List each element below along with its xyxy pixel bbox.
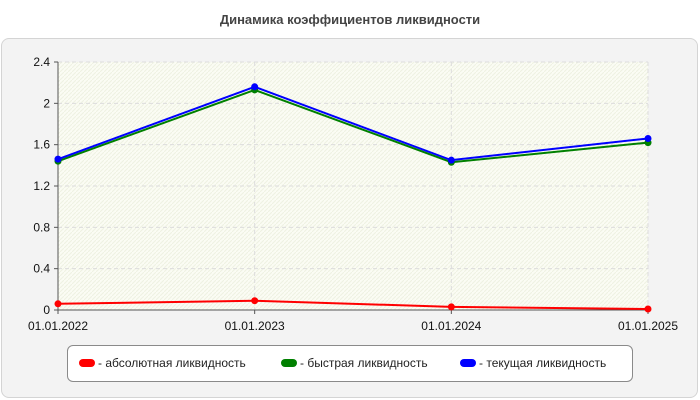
data-point <box>644 305 652 313</box>
axes <box>54 61 649 314</box>
legend-label-absolute: - абсолютная ликвидность <box>98 356 246 370</box>
data-point <box>447 303 455 311</box>
legend-label-current: - текущая ликвидность <box>479 356 607 370</box>
data-point <box>251 83 259 91</box>
x-tick-label: 01.01.2024 <box>421 319 481 333</box>
y-tick-label: 1.6 <box>33 138 50 152</box>
y-tick-label: 1.2 <box>33 179 50 193</box>
series-line-2 <box>57 85 649 162</box>
y-tick-label: 0 <box>43 303 50 317</box>
y-tick-label: 2.4 <box>33 55 50 69</box>
data-point <box>54 300 62 308</box>
x-tick-label: 01.01.2022 <box>28 319 88 333</box>
data-point <box>447 156 455 164</box>
y-tick-label: 0.4 <box>33 262 50 276</box>
legend-item-absolute: - абсолютная ликвидность <box>79 354 246 372</box>
y-tick-label: 0.8 <box>33 220 50 234</box>
x-tick-label: 01.01.2025 <box>618 319 678 333</box>
x-tick-labels: 01.01.2022 01.01.2023 01.01.2024 01.01.2025 <box>28 319 678 333</box>
series-lines <box>54 83 652 313</box>
legend-swatch-current <box>460 359 476 367</box>
legend-item-quick: - быстрая ликвидность <box>281 354 428 372</box>
legend: - абсолютная ликвидность - быстрая ликви… <box>67 345 633 382</box>
legend-swatch-absolute <box>79 359 95 367</box>
chart-title: Динамика коэффициентов ликвидности <box>219 12 481 27</box>
data-point <box>644 134 652 142</box>
y-tick-label: 2 <box>43 96 50 110</box>
x-tick-label: 01.01.2023 <box>225 319 285 333</box>
legend-swatch-quick <box>281 359 297 367</box>
series-line-0 <box>57 299 649 310</box>
grid-lines <box>58 61 649 310</box>
legend-item-current: - текущая ликвидность <box>460 354 606 372</box>
data-point <box>251 297 259 305</box>
series-line-1 <box>57 88 649 164</box>
legend-label-quick: - быстрая ликвидность <box>300 356 428 370</box>
y-tick-labels: 0 0.4 0.8 1.2 1.6 2 2.4 <box>33 55 50 317</box>
data-point <box>54 155 62 163</box>
